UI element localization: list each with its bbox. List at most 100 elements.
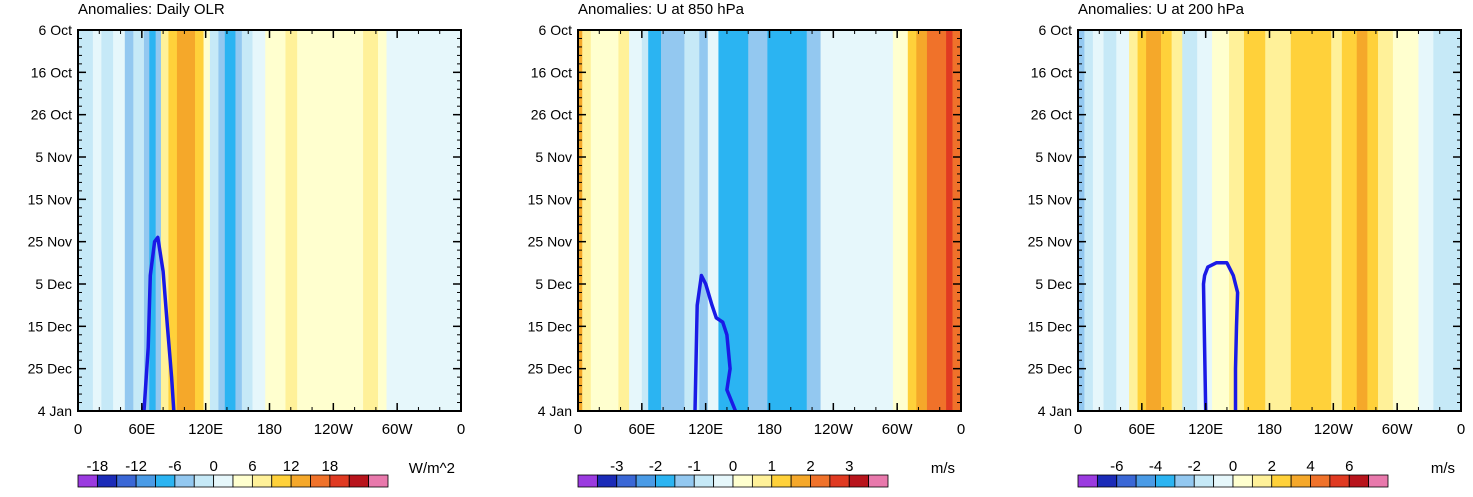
colorbar-cell — [732, 474, 753, 488]
shade-band — [952, 30, 962, 411]
x-tick-label: 120E — [188, 421, 223, 438]
x-tick-label: 60W — [1382, 421, 1414, 438]
colorbar-cell — [290, 474, 311, 488]
colorbar-label: 0 — [1229, 458, 1237, 475]
y-tick-label: 5 Dec — [535, 276, 572, 292]
panel-title: Anomalies: Daily OLR — [78, 1, 225, 18]
shade-band — [1078, 30, 1085, 411]
shade-band — [1197, 30, 1213, 411]
colorbar-cell — [693, 474, 715, 488]
shade-band — [265, 30, 286, 411]
panel-title: Anomalies: U at 200 hPa — [1078, 1, 1245, 18]
colorbar-units: W/m^2 — [409, 460, 455, 477]
colorbar-label: 6 — [1345, 458, 1353, 475]
shade-band — [767, 30, 808, 411]
colorbar-cell — [116, 474, 137, 488]
colorbar-cell — [635, 474, 656, 488]
colorbar-cell — [232, 474, 253, 488]
shade-band — [176, 30, 196, 411]
shade-band — [297, 30, 364, 411]
panel-title: Anomalies: U at 850 hPa — [578, 1, 745, 18]
colorbar-cell — [174, 474, 195, 488]
y-tick-label: 5 Nov — [35, 149, 72, 165]
x-tick-label: 60E — [1128, 421, 1155, 438]
panel-1: 6 Oct 16 Oct 26 Oct 5 Nov 15 Nov 25 Nov 5 Dec 1… — [28, 1, 465, 488]
y-tick-label: 5 Dec — [35, 276, 72, 292]
shade-band — [641, 30, 649, 411]
x-tick-label: 0 — [574, 421, 582, 438]
colorbar-cell — [596, 474, 618, 488]
contour-line — [693, 273, 738, 412]
shade-band — [578, 30, 583, 411]
contour-line — [1201, 261, 1240, 412]
colorbar-cell — [1232, 474, 1253, 488]
colorbar-cell — [655, 474, 676, 488]
shade-band — [252, 30, 266, 411]
colorbar-cell — [329, 474, 350, 488]
colorbar-label: -6 — [1110, 458, 1123, 475]
shade-band — [224, 30, 236, 411]
colorbar-cell — [271, 474, 292, 488]
x-tick-label: 60W — [882, 421, 914, 438]
colorbar-cell — [868, 474, 889, 488]
x-tick-label: 180 — [1257, 421, 1282, 438]
colorbar-label: 4 — [1306, 458, 1314, 475]
shade-band — [1331, 30, 1343, 411]
colorbar-label: 0 — [209, 458, 217, 475]
y-tick-label: 15 Nov — [28, 191, 72, 207]
shade-band — [133, 30, 145, 411]
colorbar-label: 6 — [248, 458, 256, 475]
y-tick-label: 26 Oct — [1031, 107, 1072, 123]
colorbar-label: 2 — [1268, 458, 1276, 475]
colorbar-cell — [1077, 474, 1098, 488]
shade-band — [1103, 30, 1117, 411]
colorbar-label: 1 — [768, 458, 776, 475]
y-tick-label: 4 Jan — [538, 403, 572, 419]
shade-band — [235, 30, 243, 411]
colorbar-cell — [1213, 474, 1234, 488]
colorbar-cell — [848, 474, 870, 488]
shade-band — [1378, 30, 1394, 411]
y-tick-label: 15 Nov — [528, 191, 572, 207]
colorbar-label: -2 — [649, 458, 662, 475]
shade-band — [1212, 30, 1230, 411]
shade-band — [241, 30, 253, 411]
x-tick-label: 0 — [457, 421, 465, 438]
colorbar-label: 3 — [845, 458, 853, 475]
colorbar-cell — [1310, 474, 1331, 488]
panel-2: 6 Oct 16 Oct 26 Oct 5 Nov 15 Nov 25 Nov 5 Dec 1… — [528, 1, 965, 488]
colorbar-cell — [577, 474, 598, 488]
shade-band — [582, 30, 592, 411]
colorbar-label: -12 — [125, 458, 147, 475]
colorbar-cell — [1096, 474, 1118, 488]
x-tick-label: 180 — [757, 421, 782, 438]
shade-band — [1146, 30, 1162, 411]
shade-band — [209, 30, 219, 411]
y-tick-label: 15 Dec — [528, 318, 572, 334]
colorbar-label: -2 — [1188, 458, 1201, 475]
shade-band — [363, 30, 379, 411]
x-tick-label: 0 — [74, 421, 82, 438]
colorbar-cell — [348, 474, 370, 488]
colorbar-cell — [1271, 474, 1292, 488]
colorbar-cell — [1193, 474, 1215, 488]
colorbar-cell — [193, 474, 215, 488]
colorbar-cell — [1368, 474, 1389, 488]
colorbar-cell — [1290, 474, 1311, 488]
y-tick-label: 4 Jan — [1038, 403, 1072, 419]
colorbar-label: -6 — [168, 458, 181, 475]
shade-band — [1116, 30, 1130, 411]
colorbar-label: -3 — [610, 458, 623, 475]
y-tick-label: 6 Oct — [39, 22, 73, 38]
shade-band — [1367, 30, 1379, 411]
y-tick-label: 25 Nov — [28, 234, 72, 250]
shade-band — [1171, 30, 1183, 411]
colorbar-cell — [829, 474, 850, 488]
colorbar-cell — [368, 474, 389, 488]
colorbar-cell — [1135, 474, 1156, 488]
shade-band — [160, 30, 169, 411]
contour-line — [142, 235, 176, 412]
y-tick-label: 25 Dec — [528, 361, 572, 377]
y-tick-label: 25 Nov — [528, 234, 572, 250]
